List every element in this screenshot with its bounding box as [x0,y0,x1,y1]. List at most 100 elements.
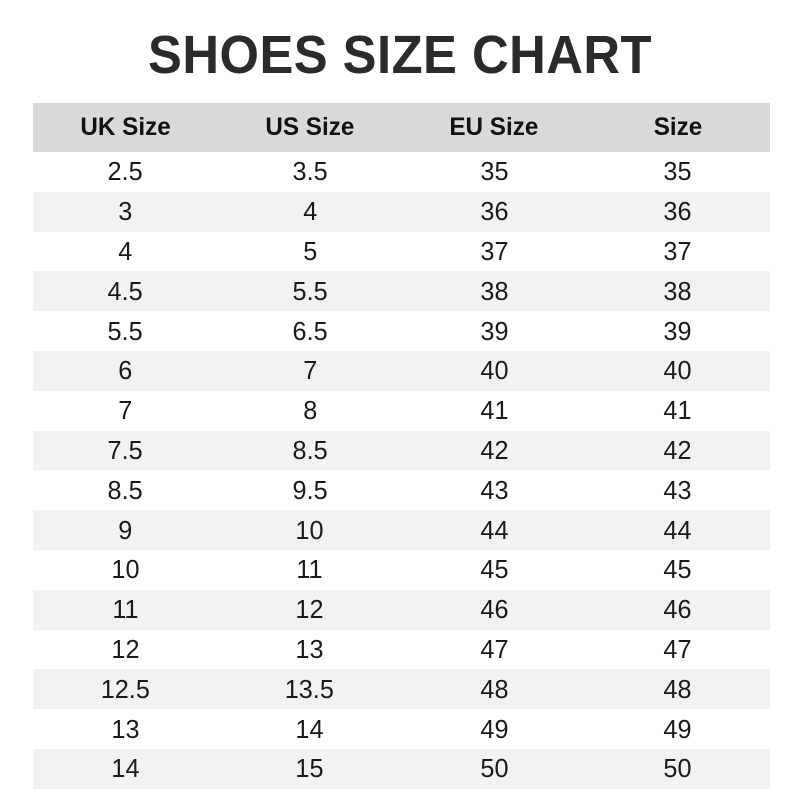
table-cell-uk: 7 [33,390,218,431]
table-cell-us: 10 [217,510,403,550]
table-cell-value: 6.5 [292,315,328,346]
table-cell-uk: 4 [33,231,218,272]
table-cell-uk: 7.5 [33,430,218,471]
table-cell-value: 4 [118,235,133,266]
table-cell-us: 11 [217,549,403,590]
table-cell-value: 13 [111,713,140,744]
table-cell-value: 7 [302,355,317,386]
table-cell-eu: 48 [402,669,586,710]
table-cell-value: 38 [663,275,692,306]
table-cell-value: 47 [663,633,692,664]
table-cell-value: 5.5 [107,315,143,346]
table-cell-size: 46 [585,589,770,630]
table-cell-size: 40 [585,350,770,391]
table-cell-value: 35 [479,156,509,187]
table-cell-value: 2.5 [107,156,143,187]
table-cell-eu: 41 [402,390,586,431]
table-cell-value: 13 [295,633,324,664]
table-row: 4.5 5.5 38 38 [33,271,770,312]
table-cell-value: 48 [663,673,692,704]
table-cell-value: 45 [479,554,509,585]
table-cell-value: 12 [111,633,140,664]
table-cell-size: 45 [585,549,770,590]
table-cell-value: 3 [118,196,133,227]
table-row: 11 12 46 46 [33,589,770,630]
table-cell-us: 6.5 [217,311,403,351]
table-cell-value: 39 [479,315,509,346]
table-cell-value: 5 [302,235,317,266]
column-header-uk-size: UK Size [33,103,218,152]
table-cell-us: 8 [217,390,403,431]
table-cell-eu: 43 [402,470,586,511]
table-cell-size: 41 [585,390,770,431]
table-cell-value: 36 [663,196,692,227]
table-body: 2.5 3.5 35 35 3 4 36 36 4 5 37 37 4.5 5.5 38 38 5.5 6.5 39… [33,152,770,789]
table-header: UK Size US Size EU Size Size [33,103,770,152]
table-cell-value: 15 [295,753,324,784]
table-cell-us: 14 [217,709,403,749]
table-cell-value: 10 [111,554,140,585]
table-cell-value: 40 [663,355,692,386]
page-title: SHOES SIZE CHART [24,26,776,84]
table-cell-uk: 3 [33,191,218,232]
table-cell-value: 48 [479,673,509,704]
table-cell-value: 8 [302,395,317,426]
table-cell-value: 49 [663,713,692,744]
table-cell-value: 14 [111,753,140,784]
table-cell-uk: 4.5 [33,271,218,312]
table-cell-value: 44 [479,514,509,545]
table-cell-value: 40 [479,355,509,386]
column-header-size: Size [585,103,770,152]
column-header-eu-size-label: EU Size [449,113,539,141]
table-cell-value: 38 [479,275,509,306]
table-cell-value: 50 [663,753,692,784]
table-row: 9 10 44 44 [33,510,770,550]
table-cell-value: 5.5 [292,275,328,306]
table-row: 14 15 50 50 [33,748,770,789]
table-cell-value: 44 [663,514,692,545]
table-cell-value: 11 [112,594,139,625]
table-row: 3 4 36 36 [33,191,770,232]
table-cell-uk: 6 [33,350,218,391]
table-cell-value: 9 [118,514,133,545]
table-cell-value: 4 [302,196,317,227]
table-cell-value: 10 [295,514,324,545]
table-header-row: UK Size US Size EU Size Size [33,103,770,152]
table-cell-value: 41 [663,395,692,426]
table-cell-uk: 11 [33,589,218,630]
table-cell-value: 12.5 [100,673,150,704]
table-cell-value: 35 [663,156,692,187]
table-cell-eu: 50 [402,748,586,789]
table-cell-us: 13.5 [217,669,403,710]
table-cell-value: 4.5 [107,275,143,306]
table-cell-us: 9.5 [217,470,403,511]
table-cell-size: 44 [585,510,770,550]
table-cell-uk: 5.5 [33,311,218,351]
table-cell-value: 47 [479,633,509,664]
table-cell-size: 43 [585,470,770,511]
table-cell-us: 12 [217,589,403,630]
table-cell-size: 38 [585,271,770,312]
table-cell-value: 8.5 [107,474,143,505]
column-header-us-size-label: US Size [265,113,355,141]
table-cell-us: 5.5 [217,271,403,312]
table-cell-uk: 9 [33,510,218,550]
table-cell-value: 49 [479,713,509,744]
table-cell-size: 48 [585,669,770,710]
table-cell-value: 39 [663,315,692,346]
table-cell-value: 43 [479,474,509,505]
table-cell-value: 9.5 [292,474,328,505]
table-cell-value: 37 [479,235,509,266]
table-cell-size: 50 [585,748,770,789]
table-cell-value: 6 [118,355,133,386]
table-cell-us: 4 [217,191,403,232]
column-header-eu-size: EU Size [402,103,586,152]
table-cell-eu: 40 [402,350,586,391]
table-row: 8.5 9.5 43 43 [33,470,770,511]
table-cell-eu: 42 [402,430,586,471]
table-row: 2.5 3.5 35 35 [33,152,770,192]
column-header-us-size: US Size [217,103,403,152]
table-cell-value: 7 [118,395,133,426]
table-cell-eu: 45 [402,549,586,590]
table-row: 10 11 45 45 [33,549,770,590]
